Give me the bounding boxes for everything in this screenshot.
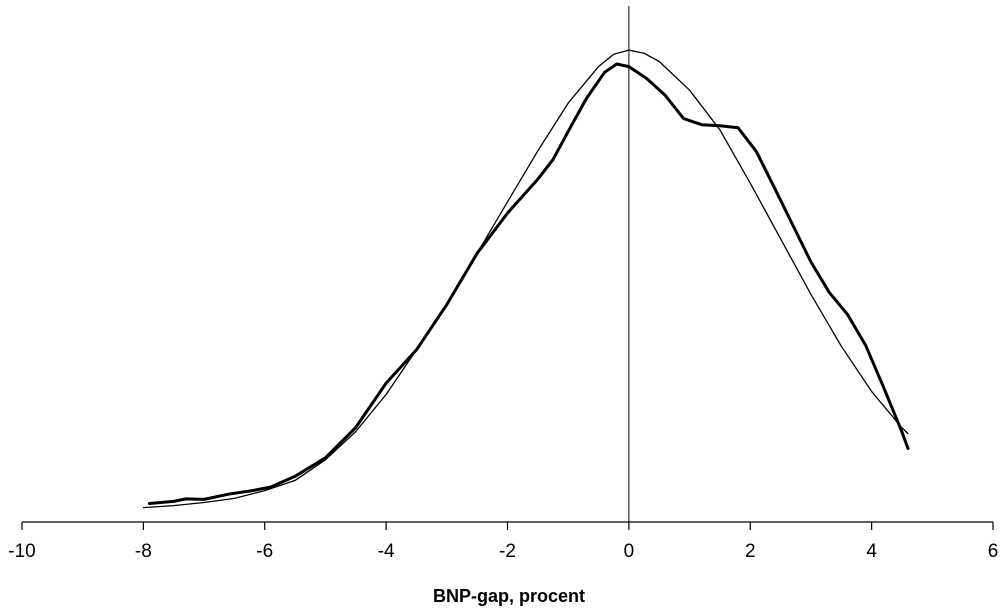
x-tick-label: 4 <box>866 541 877 562</box>
series-line-empirical <box>147 62 910 505</box>
x-tick-label: -4 <box>378 541 395 562</box>
plot-area <box>142 6 910 522</box>
x-tick-label: 2 <box>745 541 756 562</box>
x-tick-label: -2 <box>499 541 516 562</box>
x-tick-label: -10 <box>8 541 35 562</box>
x-tick-label: -8 <box>135 541 152 562</box>
x-tick-label: -6 <box>256 541 273 562</box>
series-line-normal <box>142 49 909 509</box>
x-tick-label: 0 <box>624 541 635 562</box>
x-axis-title: BNP-gap, procent <box>433 586 585 606</box>
x-tick-label: 6 <box>988 541 999 562</box>
axes: -10 -8 -6 -4 -2 0 2 4 6 <box>8 521 999 562</box>
